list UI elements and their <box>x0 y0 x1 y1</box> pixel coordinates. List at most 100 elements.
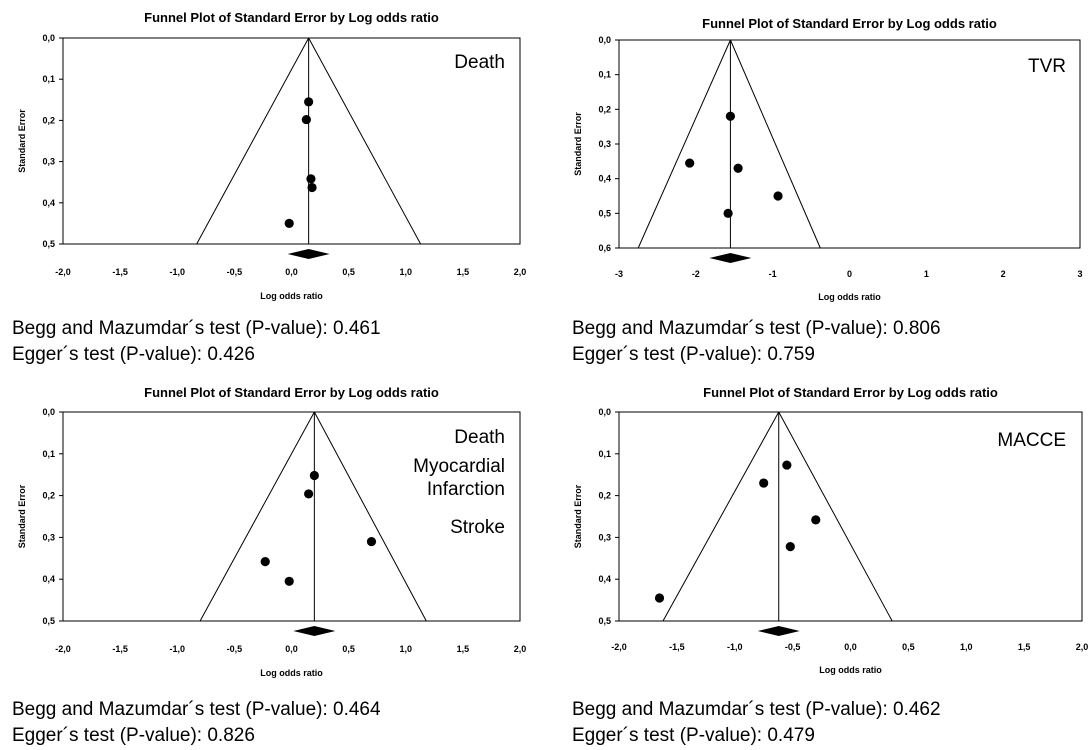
x-tick-label: -2,0 <box>55 644 71 654</box>
study-point <box>309 470 319 481</box>
outcome-annotation: Infarction <box>427 479 505 500</box>
y-tick-label: 0,2 <box>598 491 611 501</box>
x-tick-label: 3 <box>1077 269 1082 279</box>
outcome-annotation: MACCE <box>997 430 1066 451</box>
y-tick-label: 0,3 <box>598 532 611 542</box>
stats-block-1: Begg and Mazumdar´s test (P-value): 0.46… <box>12 316 381 368</box>
begg-test-label: Begg and Mazumdar´s test (P-value): 0.46… <box>12 318 381 339</box>
egger-test-label: Egger´s test (P-value): 0.426 <box>12 344 255 365</box>
x-tick-label: 1,5 <box>1018 642 1031 652</box>
study-point <box>785 541 795 552</box>
y-tick-label: 0,4 <box>42 198 55 208</box>
y-tick-label: 0,0 <box>598 407 611 417</box>
x-tick-label: 0,5 <box>902 642 915 652</box>
funnel-left-line <box>196 37 310 245</box>
funnel-panel-death-mi-stroke: Funnel Plot of Standard Error by Log odd… <box>0 375 544 750</box>
x-tick-label: 0 <box>847 269 852 279</box>
x-tick-label: -1,0 <box>727 642 743 652</box>
x-tick-label: -2,0 <box>611 642 627 652</box>
y-tick-label: 0,2 <box>42 491 55 501</box>
x-axis-label: Log odds ratio <box>260 668 323 678</box>
funnel-right-line <box>729 39 821 249</box>
funnel-left-line <box>199 411 315 622</box>
y-axis-label: Standard Error <box>573 484 583 548</box>
x-axis-label: Log odds ratio <box>819 665 882 675</box>
plot-area <box>62 37 521 245</box>
funnel-right-line <box>778 411 893 622</box>
y-tick-label: 0,5 <box>598 616 611 626</box>
plot-area <box>618 39 1081 249</box>
x-tick-label: -3 <box>615 269 623 279</box>
egger-test-label: Egger´s test (P-value): 0.479 <box>572 725 815 746</box>
y-tick-label: 0,0 <box>598 35 611 45</box>
x-tick-label: -1 <box>769 269 777 279</box>
x-tick-label: 0,0 <box>285 267 298 277</box>
study-point <box>654 593 665 603</box>
x-tick-label: 1,5 <box>457 644 470 654</box>
x-tick-label: 1 <box>924 269 929 279</box>
y-tick-label: 0,2 <box>598 104 611 114</box>
y-axis-label: Standard Error <box>17 109 27 173</box>
study-point <box>782 460 792 470</box>
study-point <box>733 163 743 173</box>
study-point <box>306 174 316 184</box>
x-tick-label: 1,5 <box>457 267 470 277</box>
study-point <box>301 114 311 125</box>
y-tick-label: 0,1 <box>598 449 611 459</box>
funnel-panel-death: Funnel Plot of Standard Error by Log odd… <box>0 0 544 375</box>
y-tick-label: 0,4 <box>42 574 55 584</box>
stats-block-3: Begg and Mazumdar´s test (P-value): 0.46… <box>12 697 381 749</box>
y-tick-label: 0,4 <box>598 574 611 584</box>
x-tick-label: -1,5 <box>669 642 685 652</box>
y-axis-label: Standard Error <box>573 112 583 176</box>
stats-block-4: Begg and Mazumdar´s test (P-value): 0.46… <box>572 697 941 749</box>
pooled-estimate-diamond <box>293 626 336 636</box>
funnel-plot-3: Funnel Plot of Standard Error by Log odd… <box>17 385 526 678</box>
y-tick-label: 0,0 <box>42 407 55 417</box>
x-tick-label: 1,0 <box>960 642 973 652</box>
study-point <box>304 489 314 499</box>
y-tick-label: 0,1 <box>42 449 55 459</box>
study-point <box>723 208 733 218</box>
funnel-panel-macce: Funnel Plot of Standard Error by Log odd… <box>544 375 1088 750</box>
y-tick-label: 0,5 <box>598 208 611 218</box>
y-tick-label: 0,5 <box>42 239 55 249</box>
plot-area <box>618 411 1083 622</box>
study-point <box>811 515 821 525</box>
plot-area <box>62 411 521 622</box>
funnel-left-line <box>637 39 731 249</box>
x-tick-label: 1,0 <box>399 644 412 654</box>
funnel-panel-tvr: Funnel Plot of Standard Error by Log odd… <box>544 0 1088 375</box>
x-tick-label: 2 <box>1001 269 1006 279</box>
x-tick-label: -2,0 <box>55 267 71 277</box>
x-tick-label: -0,5 <box>227 267 243 277</box>
funnel-left-line <box>662 411 780 622</box>
y-tick-label: 0,4 <box>598 174 611 184</box>
y-tick-label: 0,6 <box>598 243 611 253</box>
x-tick-label: 0,5 <box>342 267 355 277</box>
pooled-estimate-diamond <box>287 249 330 259</box>
y-tick-label: 0,1 <box>42 74 55 84</box>
funnel-plot-2: Funnel Plot of Standard Error by Log odd… <box>573 16 1083 302</box>
study-point <box>307 182 317 193</box>
x-axis-label: Log odds ratio <box>260 291 323 301</box>
study-point <box>304 97 314 107</box>
study-point <box>284 218 294 228</box>
pooled-estimate-diamond <box>757 626 800 636</box>
y-tick-label: 0,0 <box>42 33 55 43</box>
funnel-right-line <box>308 37 422 245</box>
x-tick-label: -0,5 <box>785 642 801 652</box>
outcome-annotation: Death <box>454 52 505 73</box>
chart-title: Funnel Plot of Standard Error by Log odd… <box>144 10 439 25</box>
y-tick-label: 0,3 <box>42 157 55 167</box>
egger-test-label: Egger´s test (P-value): 0.759 <box>572 344 815 365</box>
x-tick-label: 1,0 <box>399 267 412 277</box>
begg-test-label: Begg and Mazumdar´s test (P-value): 0.80… <box>572 318 941 339</box>
y-tick-label: 0,3 <box>598 139 611 149</box>
x-tick-label: 0,0 <box>844 642 857 652</box>
outcome-annotation: Stroke <box>450 517 505 538</box>
study-point <box>366 536 377 547</box>
x-tick-label: 0,0 <box>285 644 298 654</box>
x-axis-label: Log odds ratio <box>818 292 881 302</box>
x-tick-label: 2,0 <box>1076 642 1088 652</box>
